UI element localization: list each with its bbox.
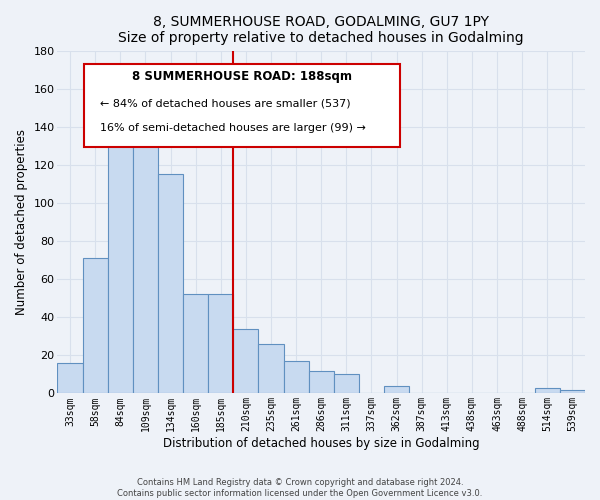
Bar	[208, 294, 233, 394]
X-axis label: Distribution of detached houses by size in Godalming: Distribution of detached houses by size …	[163, 437, 479, 450]
Text: 8 SUMMERHOUSE ROAD: 188sqm: 8 SUMMERHOUSE ROAD: 188sqm	[132, 70, 352, 83]
Bar	[233, 328, 259, 394]
Text: ← 84% of detached houses are smaller (537): ← 84% of detached houses are smaller (53…	[100, 98, 350, 108]
Bar	[535, 388, 560, 394]
Text: 16% of semi-detached houses are larger (99) →: 16% of semi-detached houses are larger (…	[100, 124, 365, 134]
Bar	[83, 258, 108, 394]
Bar	[58, 363, 83, 394]
Bar	[334, 374, 359, 394]
Bar	[284, 361, 308, 394]
Title: 8, SUMMERHOUSE ROAD, GODALMING, GU7 1PY
Size of property relative to detached ho: 8, SUMMERHOUSE ROAD, GODALMING, GU7 1PY …	[118, 15, 524, 45]
Text: Contains HM Land Registry data © Crown copyright and database right 2024.
Contai: Contains HM Land Registry data © Crown c…	[118, 478, 482, 498]
Bar	[308, 370, 334, 394]
Bar	[183, 294, 208, 394]
Bar	[560, 390, 585, 394]
FancyBboxPatch shape	[84, 64, 400, 146]
Bar	[108, 144, 133, 394]
Bar	[384, 386, 409, 394]
Bar	[133, 114, 158, 394]
Bar	[158, 174, 183, 394]
Bar	[259, 344, 284, 394]
Y-axis label: Number of detached properties: Number of detached properties	[15, 129, 28, 315]
